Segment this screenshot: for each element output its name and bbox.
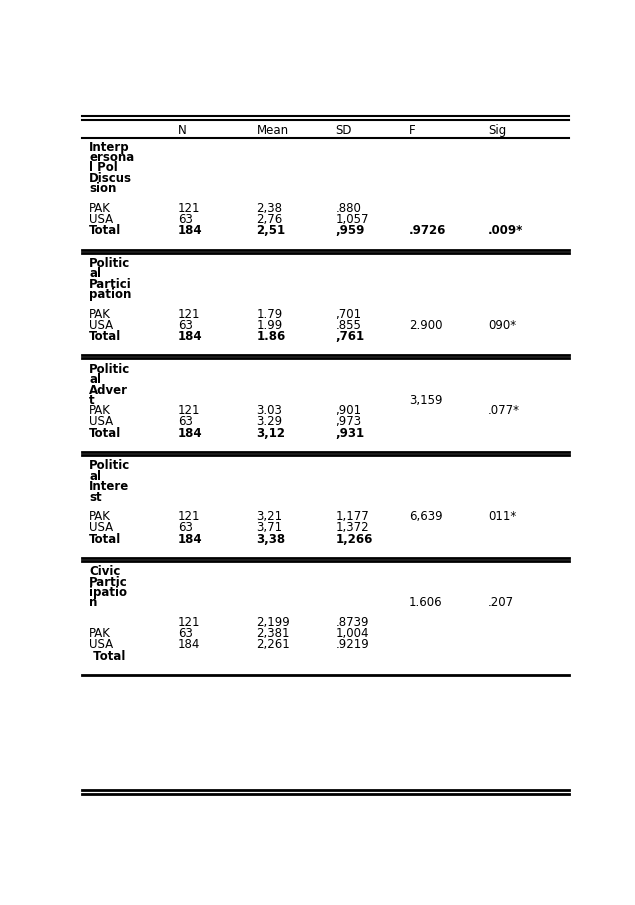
Text: .855: .855	[335, 319, 361, 332]
Text: 1,372: 1,372	[335, 521, 369, 534]
Text: USA: USA	[89, 521, 113, 534]
Text: 1,266: 1,266	[335, 532, 373, 546]
Text: Interp: Interp	[89, 140, 130, 154]
Text: Adver: Adver	[89, 384, 128, 396]
Text: 1.79: 1.79	[257, 308, 283, 320]
Text: 121: 121	[178, 405, 200, 417]
Text: l Pol: l Pol	[89, 161, 118, 175]
Text: PAK: PAK	[89, 405, 111, 417]
Text: ,761: ,761	[335, 330, 364, 343]
Text: Politic: Politic	[89, 460, 130, 472]
Text: 011*: 011*	[488, 510, 516, 523]
Text: Total: Total	[89, 330, 121, 343]
Text: 1.606: 1.606	[409, 596, 443, 609]
Text: ,973: ,973	[335, 415, 361, 428]
Text: USA: USA	[89, 638, 113, 652]
Text: t: t	[89, 394, 95, 407]
Text: F: F	[409, 124, 416, 137]
Text: 2,51: 2,51	[257, 224, 286, 237]
Text: Total: Total	[89, 224, 121, 237]
Text: al: al	[89, 373, 101, 386]
Text: 6,639: 6,639	[409, 510, 443, 523]
Text: Sig: Sig	[488, 124, 506, 137]
Text: 1,057: 1,057	[335, 213, 369, 226]
Text: Partic: Partic	[89, 576, 128, 588]
Text: 090*: 090*	[488, 319, 516, 332]
Text: 63: 63	[178, 415, 192, 428]
Text: Civic: Civic	[89, 566, 121, 578]
Text: sion: sion	[89, 182, 117, 195]
Text: 184: 184	[178, 638, 200, 652]
Text: 184: 184	[178, 426, 203, 440]
Text: 184: 184	[178, 330, 203, 343]
Text: ,959: ,959	[335, 224, 364, 237]
Text: 63: 63	[178, 213, 192, 226]
Text: USA: USA	[89, 213, 113, 226]
Text: 1.99: 1.99	[257, 319, 283, 332]
Text: 3.29: 3.29	[257, 415, 283, 428]
Text: .9219: .9219	[335, 638, 369, 652]
Text: pation: pation	[89, 288, 131, 301]
Text: 3,12: 3,12	[257, 426, 286, 440]
Text: 184: 184	[178, 224, 203, 237]
Text: ,931: ,931	[335, 426, 364, 440]
Text: Partici: Partici	[89, 278, 132, 291]
Text: N: N	[178, 124, 187, 137]
Text: 3,38: 3,38	[257, 532, 286, 546]
Text: 184: 184	[178, 532, 203, 546]
Text: .880: .880	[335, 202, 361, 214]
Text: ,701: ,701	[335, 308, 361, 320]
Text: 121: 121	[178, 510, 200, 523]
Text: 2,38: 2,38	[257, 202, 283, 214]
Text: Total: Total	[89, 650, 126, 662]
Text: 1,004: 1,004	[335, 627, 369, 640]
Text: .077*: .077*	[488, 405, 520, 417]
Text: Intere: Intere	[89, 481, 130, 493]
Text: 121: 121	[178, 202, 200, 214]
Text: .207: .207	[488, 596, 514, 609]
Text: PAK: PAK	[89, 627, 111, 640]
Text: 2,199: 2,199	[257, 616, 290, 629]
Text: 2.900: 2.900	[409, 319, 443, 332]
Text: .9726: .9726	[409, 224, 446, 237]
Text: n: n	[89, 596, 98, 609]
Text: ,901: ,901	[335, 405, 361, 417]
Text: 2,261: 2,261	[257, 638, 290, 652]
Text: al: al	[89, 267, 101, 281]
Text: Total: Total	[89, 532, 121, 546]
Text: 63: 63	[178, 627, 192, 640]
Text: al: al	[89, 470, 101, 482]
Text: 63: 63	[178, 521, 192, 534]
Text: .009*: .009*	[488, 224, 523, 237]
Text: Politic: Politic	[89, 363, 130, 376]
Text: PAK: PAK	[89, 202, 111, 214]
Text: SD: SD	[335, 124, 352, 137]
Text: .8739: .8739	[335, 616, 369, 629]
Text: 3,159: 3,159	[409, 394, 443, 407]
Text: ipatio: ipatio	[89, 586, 127, 599]
Text: 3,71: 3,71	[257, 521, 283, 534]
Text: 3.03: 3.03	[257, 405, 283, 417]
Text: 1,177: 1,177	[335, 510, 369, 523]
Text: Discus: Discus	[89, 172, 132, 185]
Text: 63: 63	[178, 319, 192, 332]
Text: 3,21: 3,21	[257, 510, 283, 523]
Text: 2,76: 2,76	[257, 213, 283, 226]
Text: PAK: PAK	[89, 510, 111, 523]
Text: 2,381: 2,381	[257, 627, 290, 640]
Text: USA: USA	[89, 319, 113, 332]
Text: st: st	[89, 491, 102, 503]
Text: USA: USA	[89, 415, 113, 428]
Text: Total: Total	[89, 426, 121, 440]
Text: 1.86: 1.86	[257, 330, 286, 343]
Text: 121: 121	[178, 616, 200, 629]
Text: 121: 121	[178, 308, 200, 320]
Text: ersona: ersona	[89, 151, 135, 164]
Text: Politic: Politic	[89, 257, 130, 270]
Text: Mean: Mean	[257, 124, 289, 137]
Text: PAK: PAK	[89, 308, 111, 320]
